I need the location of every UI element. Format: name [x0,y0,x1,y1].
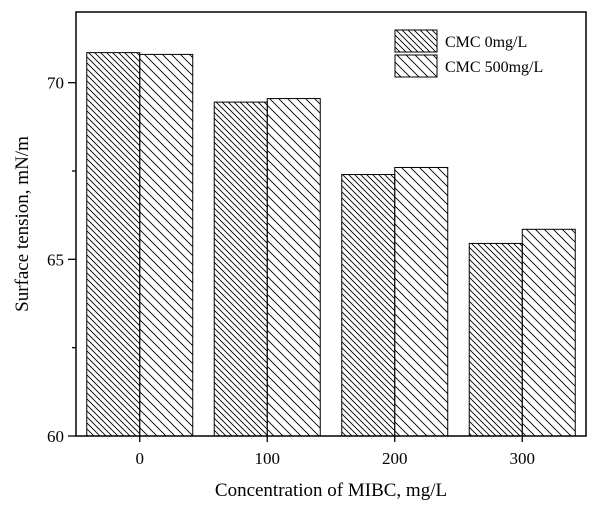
bar-cmc-0-0 [86,52,141,437]
y-tick-label: 70 [47,74,64,93]
y-axis-ticks: 60 65 70 [47,74,76,446]
x-tick-label: 200 [382,449,408,468]
legend-swatch-cmc-500 [394,54,438,78]
bar-cmc-500-0 [139,53,194,437]
plot-frame [75,11,587,437]
bar-cmc-500-300 [521,228,576,437]
x-axis-title: Concentration of MIBC, mg/L [215,480,447,501]
y-tick-label: 65 [47,250,64,269]
bars-group [86,52,576,437]
bar-cmc-0-300 [468,242,523,437]
legend-label-cmc-0: CMC 0mg/L [445,34,527,51]
y-tick-label: 60 [47,427,64,446]
bar-cmc-500-200 [394,166,449,437]
bar-cmc-0-200 [341,174,396,437]
bar-cmc-0-100 [213,101,268,437]
legend: CMC 0mg/L CMC 500mg/L [394,29,543,78]
x-tick-label: 100 [255,449,281,468]
y-axis-title: Surface tension, mN/m [12,136,33,312]
x-tick-label: 300 [510,449,536,468]
x-axis-ticks: 0 100 200 300 [136,436,536,468]
bar-cmc-500-100 [266,98,321,437]
x-tick-label: 0 [136,449,145,468]
legend-label-cmc-500: CMC 500mg/L [445,59,543,76]
legend-swatch-cmc-0 [394,29,438,53]
